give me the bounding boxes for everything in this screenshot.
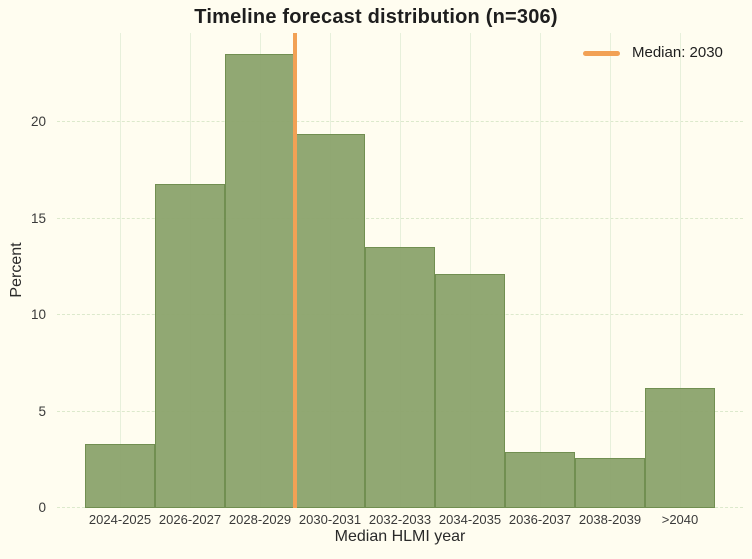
gridline-x-9 (680, 33, 681, 508)
y-tick-label-10: 10 (30, 307, 46, 322)
x-axis-title: Median HLMI year (334, 528, 466, 545)
legend-label: Median: 2030 (632, 44, 723, 61)
bars-layer (57, 33, 743, 508)
x-tick-label-2026-2027: 2026-2027 (158, 512, 222, 527)
bar-2032-2033 (365, 247, 435, 508)
x-tick-label-2032-2033: 2032-2033 (368, 512, 432, 527)
gridline-x-1 (120, 33, 121, 508)
bar-2036-2037 (505, 452, 575, 508)
x-tick-label-2030-2031: 2030-2031 (298, 512, 362, 527)
legend: Median: 2030 (583, 43, 748, 65)
median-legend-line-icon (583, 51, 620, 56)
gridline-x-8 (610, 33, 611, 508)
y-tick-label-5: 5 (38, 403, 46, 419)
plot-area (57, 33, 743, 508)
x-tick-label->2040: >2040 (661, 512, 699, 527)
chart-title: Timeline forecast distribution (n=306) (194, 6, 558, 28)
bar-2034-2035 (435, 274, 505, 508)
bar-2038-2039 (575, 457, 645, 508)
gridline-x-7 (540, 33, 541, 508)
gridline-x-6 (470, 33, 471, 508)
bar-2024-2025 (85, 444, 155, 508)
bar->2040 (645, 388, 715, 508)
x-tick-label-2036-2037: 2036-2037 (508, 512, 572, 527)
x-tick-label-2038-2039: 2038-2039 (578, 512, 642, 527)
x-tick-label-2034-2035: 2034-2035 (438, 512, 502, 527)
x-tick-label-2028-2029: 2028-2029 (228, 512, 292, 527)
y-tick-label-0: 0 (38, 500, 46, 515)
x-tick-label-2024-2025: 2024-2025 (88, 512, 152, 527)
bar-2030-2031 (295, 133, 365, 508)
bar-2028-2029 (225, 54, 295, 508)
y-axis-title: Percent (8, 242, 25, 298)
bar-2026-2027 (155, 183, 225, 508)
median-line (293, 33, 297, 508)
y-tick-label-15: 15 (30, 210, 46, 226)
y-tick-label-20: 20 (30, 114, 46, 129)
